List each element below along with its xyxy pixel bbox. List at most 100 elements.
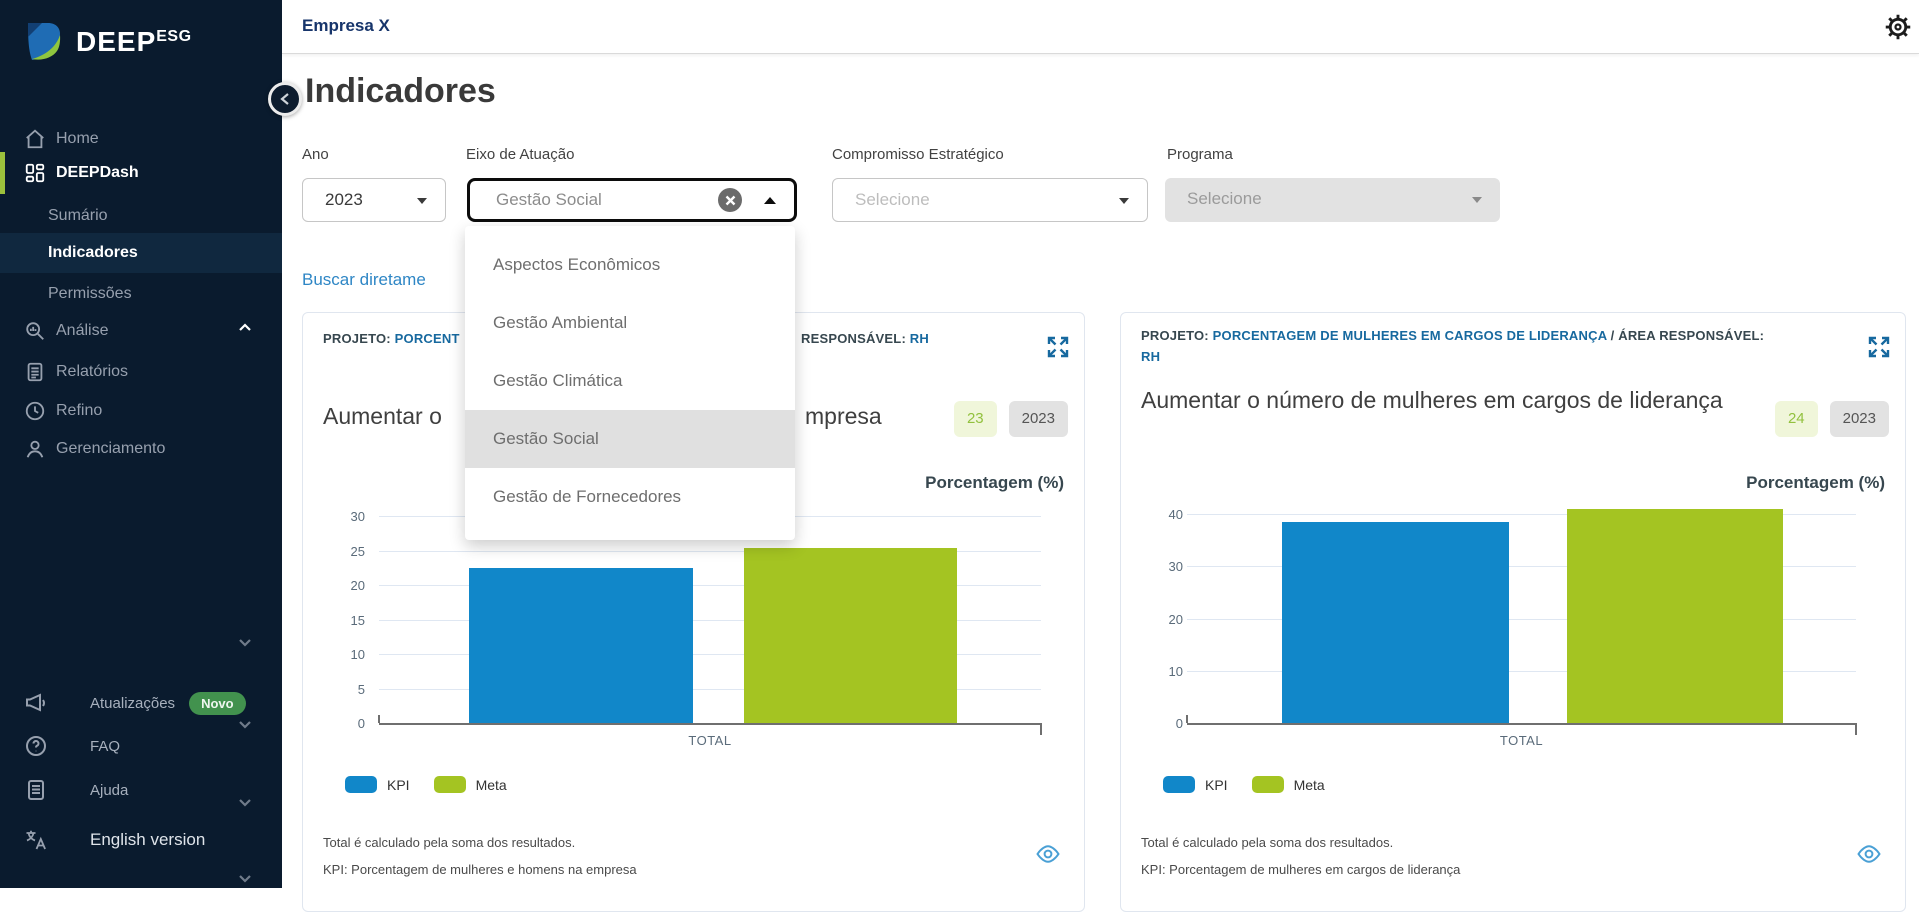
projeto-label: PROJETO: [323,331,391,346]
magnifier-chart-icon [24,320,46,342]
compromisso-select-placeholder: Selecione [855,190,930,209]
y-axis-tick-label: 30 [1168,559,1183,575]
sidebar-item-faq[interactable]: FAQ [0,726,282,766]
question-circle-icon [24,734,48,758]
sidebar-item-ajuda[interactable]: Ajuda [0,770,282,810]
dropdown-option[interactable]: Gestão Climática [493,371,623,390]
card-badges: 23 2023 [953,401,1068,437]
filter-label-eixo: Eixo de Atuação [466,146,575,163]
eixo-select-value: Gestão Social [496,190,602,209]
compromisso-select[interactable]: Selecione [832,178,1148,222]
chevron-up-icon [239,323,251,331]
footnote: Total é calculado pela soma dos resultad… [1141,835,1394,850]
y-axis-tick-label: 0 [357,716,365,731]
expand-icon[interactable] [1046,335,1070,359]
gridline [379,654,1041,655]
chevron-down-icon [239,639,251,647]
caret-down-icon [1119,198,1129,204]
gridline [1187,514,1856,515]
responsavel-value: RH [909,331,929,346]
megaphone-icon [24,691,48,715]
sidebar-item-permissoes[interactable]: Permissões [0,275,282,313]
y-axis-title: Porcentagem (%) [1746,473,1885,492]
projeto-value[interactable]: PORCENT [394,331,460,346]
bar-meta [744,547,957,723]
visibility-eye-icon[interactable] [1857,845,1881,865]
footer-item-label: English version [90,830,206,849]
sidebar-item-label: Indicadores [48,244,138,261]
sidebar-item-sumario[interactable]: Sumário [0,197,282,235]
page-title: Indicadores [305,72,496,110]
sidebar-item-relatorios[interactable]: Relatórios [0,353,282,729]
chevron-down-icon [239,875,251,883]
y-axis-labels: 0 10 20 30 40 [1137,493,1183,731]
buscar-diretamente-link[interactable]: Buscar diretame [302,270,426,289]
gridline [379,619,1041,621]
back-button[interactable] [268,82,302,116]
dropdown-option[interactable]: Aspectos Econômicos [493,255,661,274]
sidebar-item-home[interactable]: Home [0,120,282,158]
sidebar-item-analise[interactable]: Análise [0,312,282,647]
bar-chart [378,493,1042,735]
ano-select[interactable]: 2023 [302,178,446,222]
y-axis-tick-label: 0 [1175,716,1183,731]
kpi-legend-swatch [345,776,377,793]
sidebar-item-indicadores[interactable]: Indicadores [0,233,282,273]
dropdown-option-selected[interactable]: Gestão Social [465,410,795,468]
indicator-card: PROJETO: PORCENTAGEM DE MULHERES EM CARG… [1120,312,1906,912]
novo-badge: Novo [189,691,246,715]
meta-legend-label: Meta [475,776,507,793]
sidebar-item-deepdash[interactable]: DEEPDash [0,154,282,331]
sidebar-item-label: Refino [56,402,103,419]
dropdown-option[interactable]: Gestão de Fornecedores [493,487,682,506]
sidebar-item-english-version[interactable]: English version [0,820,282,860]
card-project-header: PROJETO: PORCENTAGEM DE MULHERES EM CARG… [1141,325,1841,367]
y-axis-tick-label: 10 [350,647,365,662]
chevron-down-icon [239,721,251,729]
sidebar-item-label: DEEPDash [56,164,139,181]
sidebar-item-label: Permissões [48,285,132,302]
year-badge: 2023 [1008,401,1068,437]
company-name: Empresa X [302,16,390,35]
active-section-indicator [0,152,5,194]
projeto-value[interactable]: PORCENTAGEM DE MULHERES EM CARGOS DE LID… [1212,328,1607,343]
year-badge: 2023 [1829,401,1889,437]
chart-legend: KPI Meta [1163,776,1339,793]
meta-legend-label: Meta [1293,776,1325,793]
visibility-eye-icon[interactable] [1036,845,1060,865]
footnote: KPI: Porcentagem de mulheres em cargos d… [1141,862,1461,877]
bar-meta [1567,508,1783,723]
gridline [1187,670,1856,672]
footer-item-label: FAQ [90,737,121,755]
meta-legend-swatch [433,776,466,793]
y-axis-tick-label: 10 [1168,663,1183,679]
person-icon [24,438,46,460]
card-title-fragment: mpresa [805,403,882,429]
sidebar-item-gerenciamento[interactable]: Gerenciamento [0,430,282,883]
translate-icon [24,828,48,852]
gridline [1187,618,1856,620]
eixo-select[interactable]: Gestão Social [467,178,797,222]
dropdown-option[interactable]: Gestão Ambiental [493,313,628,332]
y-axis-tick-label: 25 [350,543,365,559]
expand-icon[interactable] [1867,335,1891,359]
sidebar-item-refino[interactable]: Refino [0,392,282,807]
y-axis-tick-label: 15 [350,612,365,628]
filter-label-programa: Programa [1167,146,1233,163]
sidebar-item-label: Gerenciamento [56,440,166,457]
programa-select-placeholder: Selecione [1187,189,1262,208]
kpi-legend-label: KPI [1205,776,1228,793]
footnote: Total é calculado pela soma dos resultad… [323,835,576,850]
project-header-line1: PROJETO: PORCENTAGEM DE MULHERES EM CARG… [1141,325,1841,346]
card-title: Aumentar o número de mulheres em cargos … [1141,387,1723,413]
y-axis-tick-label: 30 [350,509,365,524]
footer-item-label: Atualizações [90,694,176,712]
caret-down-icon [1472,197,1482,203]
settings-gear-icon[interactable] [1883,12,1913,42]
deepesg-logo: DEEP ESG [26,22,192,62]
gridline [1187,566,1856,568]
home-icon [24,128,46,150]
clear-selection-icon[interactable] [718,188,742,212]
bar-kpi [469,567,693,723]
sidebar-item-atualizacoes[interactable]: Atualizações Novo [0,683,282,723]
